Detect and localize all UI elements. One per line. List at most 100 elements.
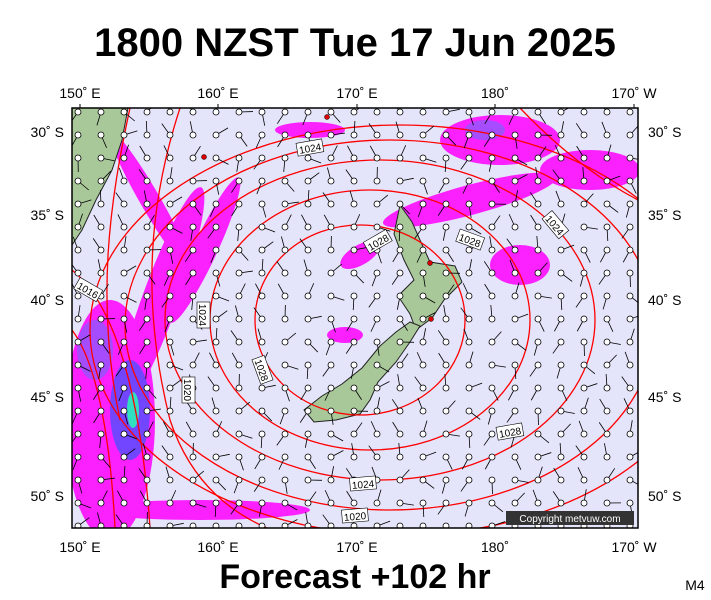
station [212,522,220,528]
station [534,131,542,139]
station [442,384,450,392]
station [396,246,404,254]
station [212,407,220,415]
station [465,131,473,139]
station [212,269,220,277]
station [235,315,243,323]
station [534,223,542,231]
station [488,384,496,392]
forecast-label: Forecast +102 hr [219,558,490,596]
station [419,384,427,392]
station [511,223,519,231]
station [304,246,312,254]
station [166,453,174,461]
station [189,177,197,185]
station [189,292,197,300]
station [235,292,243,300]
station [97,200,105,208]
station [626,108,634,116]
station [143,338,151,346]
station [396,223,404,231]
station [465,453,473,461]
station [212,246,220,254]
station [74,499,82,507]
station [603,499,611,507]
station [419,200,427,208]
station [212,292,220,300]
station [143,476,151,484]
station [373,384,381,392]
station [626,430,634,438]
station [396,522,404,528]
lon-label-bottom: 170˚ W [611,539,657,555]
station [74,384,82,392]
station [281,177,289,185]
station [166,430,174,438]
station [488,177,496,185]
station [534,384,542,392]
station [373,361,381,369]
station [603,223,611,231]
station [166,223,174,231]
station [488,338,496,346]
station [603,453,611,461]
station [120,177,128,185]
station [327,384,335,392]
station [511,476,519,484]
station [580,499,588,507]
isobar-label-text: 1024 [352,479,376,492]
station [373,292,381,300]
station [212,177,220,185]
station [235,177,243,185]
lon-label-bottom: 160˚ E [197,539,238,555]
station [235,108,243,116]
station [580,292,588,300]
lat-label-left: 40˚ S [31,292,64,308]
station [74,246,82,254]
station [281,407,289,415]
station [534,499,542,507]
station [442,177,450,185]
station [442,315,450,323]
station [511,200,519,208]
station [74,430,82,438]
station [143,384,151,392]
lat-label-right: 50˚ S [648,488,681,504]
station [442,223,450,231]
station [143,292,151,300]
station [580,407,588,415]
wind-stations [72,108,638,528]
station [281,499,289,507]
station [304,430,312,438]
station [603,177,611,185]
station [350,453,358,461]
station [143,108,151,116]
station [419,269,427,277]
station [557,154,565,162]
station [304,453,312,461]
station [281,361,289,369]
station [235,476,243,484]
station [442,453,450,461]
station [419,499,427,507]
station [97,177,105,185]
station [212,315,220,323]
station [143,361,151,369]
station [120,476,128,484]
station [511,292,519,300]
station [465,315,473,323]
station [166,177,174,185]
station [304,223,312,231]
station [442,269,450,277]
station [235,154,243,162]
station [557,430,565,438]
station [465,246,473,254]
station [120,430,128,438]
station [511,177,519,185]
station [235,430,243,438]
station [511,453,519,461]
station [74,108,82,116]
station [97,476,105,484]
station [373,430,381,438]
station [511,499,519,507]
